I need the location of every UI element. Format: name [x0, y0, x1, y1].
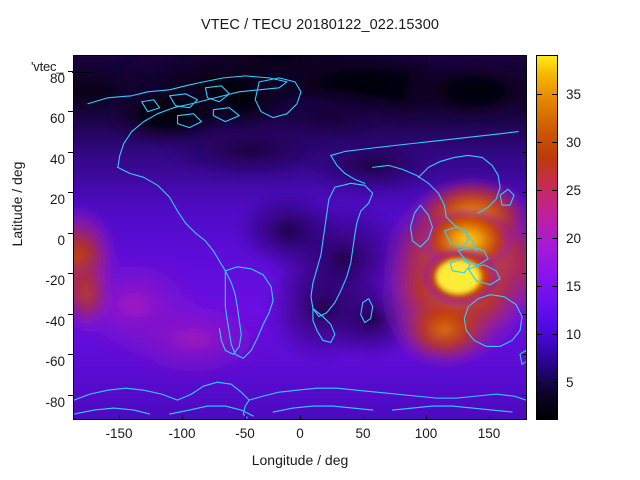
- y-tick: [68, 111, 73, 112]
- x-tick: [300, 415, 301, 420]
- y-tick-label: -60: [45, 354, 65, 369]
- y-tick-label: -20: [45, 273, 65, 288]
- x-tick-label: -150: [105, 426, 133, 441]
- y-tick-label: -80: [45, 395, 65, 410]
- y-tick-right: [522, 314, 527, 315]
- x-tick-top: [363, 55, 364, 60]
- colorbar-tick-label: 25: [566, 183, 582, 198]
- y-tick: [68, 273, 73, 274]
- x-tick-label: 150: [477, 426, 501, 441]
- y-tick-right: [522, 152, 527, 153]
- x-tick: [182, 415, 183, 420]
- y-tick-right: [522, 354, 527, 355]
- x-tick-top: [489, 55, 490, 60]
- y-tick-label: -40: [45, 314, 65, 329]
- x-tick: [119, 415, 120, 420]
- x-tick-top: [119, 55, 120, 60]
- y-tick-label: 0: [57, 233, 65, 248]
- y-tick-right: [522, 395, 527, 396]
- y-tick-right: [522, 192, 527, 193]
- colorbar-tick-label: 20: [566, 231, 582, 246]
- y-tick: [68, 152, 73, 153]
- y-tick-label: 60: [49, 111, 65, 126]
- y-tick: [68, 395, 73, 396]
- plot-area: [73, 55, 527, 420]
- x-tick-label: 100: [414, 426, 438, 441]
- x-tick-top: [426, 55, 427, 60]
- y-tick-right: [522, 111, 527, 112]
- y-tick-right: [522, 233, 527, 234]
- x-axis-title: Longitude / deg: [251, 452, 349, 468]
- y-tick: [68, 71, 73, 72]
- colorbar: [536, 55, 558, 420]
- key-sample-line: [72, 72, 92, 73]
- coastlines: [74, 75, 526, 419]
- y-axis-title: Latitude / deg: [9, 161, 25, 247]
- y-tick-right: [522, 273, 527, 274]
- y-tick: [68, 314, 73, 315]
- x-tick: [489, 415, 490, 420]
- figure-title: VTEC / TECU 20180122_022.15300: [200, 17, 440, 33]
- x-tick: [426, 415, 427, 420]
- colorbar-tick-label: 10: [566, 327, 582, 342]
- x-tick-label: 0: [296, 426, 304, 441]
- x-tick-label: -50: [235, 426, 255, 441]
- x-tick: [245, 415, 246, 420]
- y-tick-label: 20: [49, 192, 65, 207]
- y-tick: [68, 354, 73, 355]
- y-tick: [68, 233, 73, 234]
- vtec-heatmap: [74, 56, 526, 419]
- x-tick-top: [300, 55, 301, 60]
- y-tick-right: [522, 71, 527, 72]
- colorbar-tick-label: 35: [566, 87, 582, 102]
- y-tick: [68, 192, 73, 193]
- x-tick-top: [245, 55, 246, 60]
- x-tick-top: [182, 55, 183, 60]
- x-tick-label: -100: [168, 426, 196, 441]
- key-label: 'vtec_: [31, 59, 64, 74]
- colorbar-gradient: [537, 56, 557, 419]
- colorbar-tick-label: 15: [566, 279, 582, 294]
- x-tick: [363, 415, 364, 420]
- x-tick-label: 50: [355, 426, 371, 441]
- colorbar-tick-label: 5: [566, 375, 574, 390]
- colorbar-tick-label: 30: [566, 135, 582, 150]
- y-tick-label: 80: [49, 71, 65, 86]
- y-tick-label: 40: [49, 152, 65, 167]
